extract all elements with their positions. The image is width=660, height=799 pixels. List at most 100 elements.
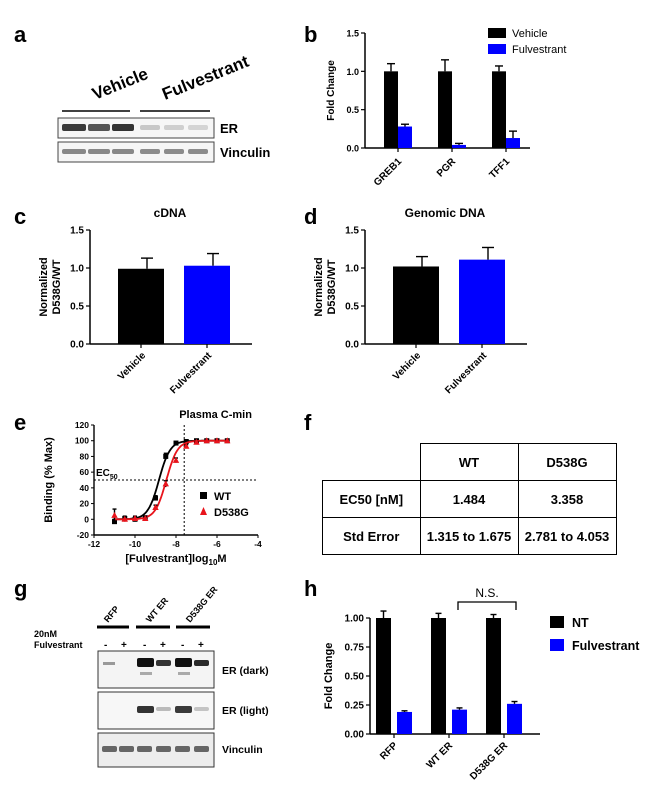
panel-letter-g: g	[14, 576, 28, 601]
y-tick-label: 100	[75, 436, 89, 446]
table-row: EC50 [nM] 1.484 3.358	[322, 480, 617, 518]
cmin-label: Plasma C-min	[179, 410, 252, 421]
panel-letter-h: h	[304, 576, 318, 601]
data-point	[112, 519, 117, 525]
data-point	[142, 515, 149, 521]
table-header-wt: WT	[419, 443, 519, 481]
x-tick-label: RFP	[378, 740, 400, 762]
y-axis-title: Normalized	[38, 257, 50, 316]
x-tick-label: -12	[88, 539, 101, 549]
y-tick-label: -20	[77, 530, 90, 540]
panel-b-chart: 0.0 0.5 1.0 1.5 Fold Change GREB1 PGR TFF1 Vehic…	[326, 28, 566, 188]
y-axis-title: D538G/WT	[51, 259, 63, 314]
legend-marker	[200, 492, 207, 499]
blot-g-sign: -	[104, 640, 107, 651]
x-tick-label: -10	[129, 539, 142, 549]
x-tick-label: Vehicle	[116, 350, 148, 382]
bar	[438, 71, 452, 148]
x-tick-label: Fulvestrant	[443, 350, 489, 396]
bar	[486, 618, 501, 734]
x-tick-label: -6	[213, 539, 221, 549]
data-point	[153, 495, 158, 501]
legend-marker	[200, 507, 207, 515]
bar	[506, 138, 520, 148]
panel-d-chart: Genomic DNA 0.0 0.5 1.0 1.5 Normalized D538G/W…	[313, 206, 527, 396]
blot-g-group-label: D538G ER	[184, 585, 220, 624]
blot-g-conc-label: 20nM	[34, 629, 57, 639]
y-axis-title: Fold Change	[326, 60, 337, 121]
y-tick-label: 1.5	[70, 226, 84, 237]
y-tick-label: 1.0	[345, 264, 359, 275]
blot-g-sign: -	[181, 640, 184, 651]
blot-g-group-label: RFP	[102, 604, 121, 624]
y-tick-label: 120	[75, 420, 89, 430]
data-point	[111, 511, 118, 518]
legend-label: NT	[572, 616, 589, 630]
bar	[118, 268, 164, 344]
chart-title: Genomic DNA	[405, 206, 486, 220]
data-point	[193, 438, 200, 445]
panel-letter-a: a	[14, 22, 27, 47]
legend-swatch	[488, 28, 506, 38]
bar	[384, 71, 398, 148]
y-tick-label: 1.0	[70, 264, 84, 275]
y-tick-label: 40	[80, 483, 90, 493]
data-point	[183, 439, 189, 444]
x-tick-label: PGR	[435, 156, 459, 180]
y-tick-label: 0.5	[70, 302, 84, 313]
ec50-label: EC50	[96, 468, 118, 481]
significance-bracket	[457, 601, 517, 610]
significance-label: N.S.	[475, 586, 498, 600]
blot-g-band-label: ER (light)	[222, 705, 269, 717]
blot-g-band-label: ER (dark)	[222, 665, 269, 677]
panel-e-chart: -20 0 20 40 60 80 100 120 -12 -10 -8 -6 -4 Binding (%…	[43, 410, 262, 567]
panel-g-blot: RFP WT ER D538G ER 20nM Fulvestrant - + …	[34, 585, 269, 768]
blot-a-band-label: ER	[220, 121, 239, 136]
chart-title: cDNA	[154, 206, 187, 220]
data-point	[213, 437, 221, 444]
table-header-d538g: D538G	[517, 443, 617, 481]
blot-g-drug-label: Fulvestrant	[34, 640, 83, 650]
y-tick-label: 0.0	[345, 340, 359, 351]
y-tick-label: 0.5	[345, 302, 359, 313]
y-tick-label: 0	[84, 514, 89, 524]
y-axis-title: Fold Change	[323, 643, 335, 710]
panel-c-chart: cDNA 0.0 0.5 1.0 1.5 Normalized D538G/WT Vehicl…	[38, 206, 252, 396]
y-axis-title: D538G/WT	[326, 259, 338, 314]
legend-swatch	[550, 639, 564, 651]
x-tick-label: -4	[254, 539, 262, 549]
legend-label: Fulvestrant	[512, 44, 566, 56]
bar	[184, 265, 230, 344]
blot-g-sign: -	[143, 640, 146, 651]
data-point	[172, 456, 180, 463]
bar	[452, 709, 467, 734]
x-tick-label: -8	[172, 539, 180, 549]
panel-h-chart: 0.00 0.25 0.50 0.75 1.00 Fold Change RFP WT ER D…	[323, 586, 640, 782]
blot-g-sign: +	[198, 640, 204, 651]
y-tick-label: 0.00	[345, 730, 365, 741]
table-row-label: Std Error	[322, 517, 421, 555]
x-axis-title: [Fulvestrant]log10M	[125, 553, 226, 567]
y-tick-label: 1.5	[346, 29, 359, 39]
data-point	[131, 515, 139, 521]
y-tick-label: 0.25	[345, 701, 365, 712]
legend-swatch	[550, 616, 564, 628]
x-tick-label: Fulvestrant	[168, 350, 214, 396]
table-cell: 1.484	[419, 480, 519, 518]
x-tick-label: WT ER	[425, 740, 456, 771]
blot-g-sign: +	[160, 640, 166, 651]
ec50-table: WT D538G EC50 [nM] 1.484 3.358 Std Error…	[322, 443, 617, 555]
data-point	[121, 515, 128, 522]
data-point	[162, 480, 169, 487]
y-axis-title: Normalized	[313, 257, 325, 316]
y-axis-title: Binding (% Max)	[43, 437, 55, 523]
panel-letter-d: d	[304, 204, 318, 229]
x-tick-label: Vehicle	[391, 350, 423, 382]
bar	[393, 266, 439, 344]
data-point	[163, 453, 169, 459]
y-tick-label: 0.0	[70, 340, 84, 351]
blot-g-sign: +	[121, 640, 127, 651]
y-tick-label: 0.50	[345, 672, 365, 683]
bar	[507, 703, 522, 734]
y-tick-label: 1.5	[345, 226, 359, 237]
